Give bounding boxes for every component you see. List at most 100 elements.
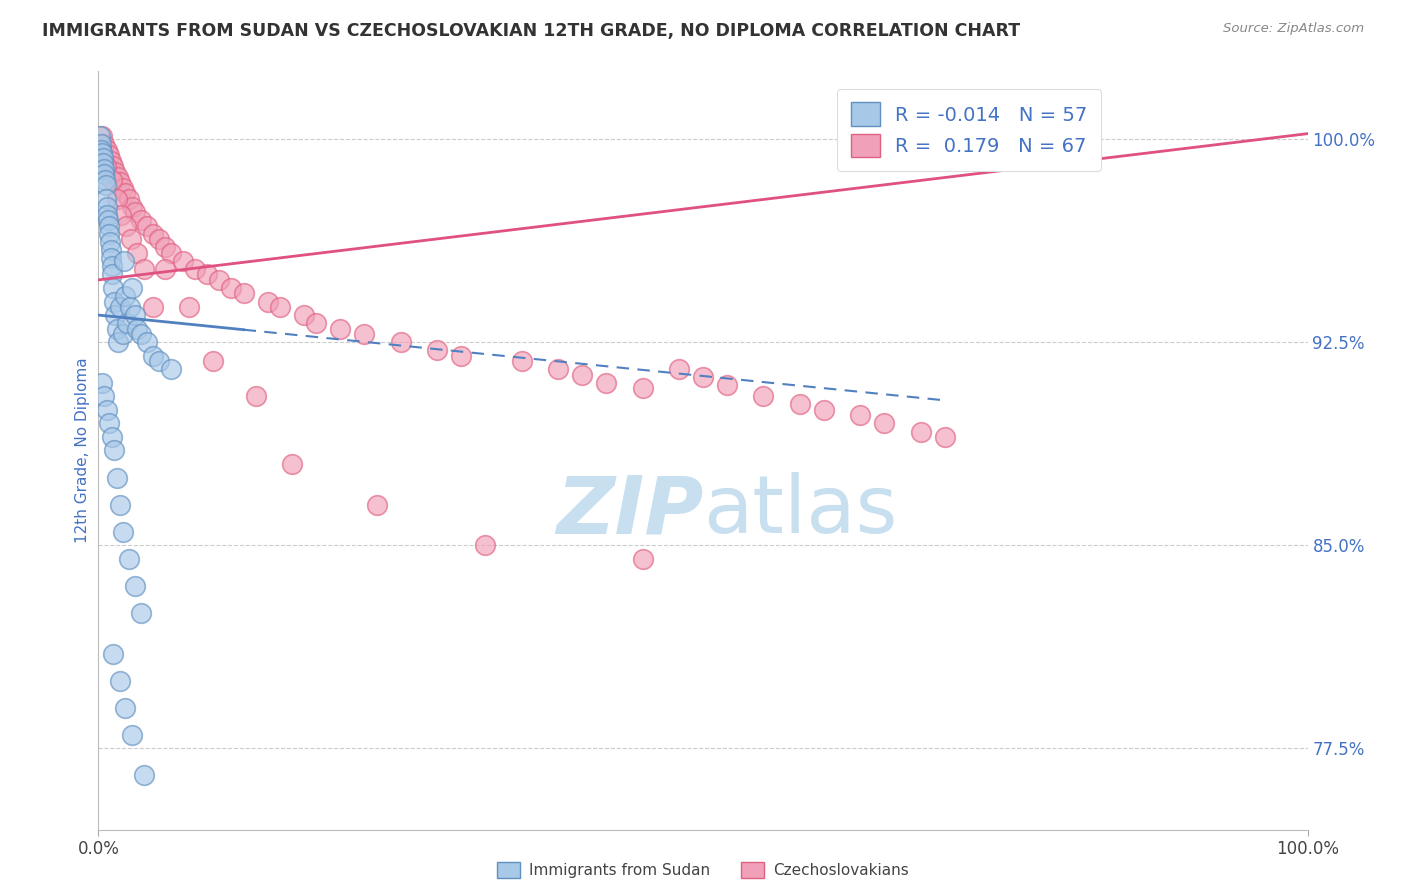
Point [91,376,114,390]
Point [135,335,157,350]
Point [129,326,152,341]
Point [426,343,449,358]
Point [91,129,114,144]
Point [94,172,117,186]
Point [104,308,127,322]
Point [93,137,115,152]
Point [90,143,112,157]
Point [631,381,654,395]
Point [91,156,114,170]
Point [111,326,134,341]
Text: atlas: atlas [703,472,897,550]
Point [115,219,138,233]
Point [873,417,896,431]
Point [111,524,134,539]
Text: Source: ZipAtlas.com: Source: ZipAtlas.com [1223,22,1364,36]
Point [114,700,136,714]
Point [100,251,122,265]
Point [101,159,124,173]
Point [91,145,114,160]
Point [910,425,932,439]
Point [305,316,328,330]
Point [107,335,129,350]
Point [547,362,569,376]
Point [121,281,143,295]
Point [96,200,118,214]
Point [100,243,122,257]
Point [101,281,124,295]
Point [118,551,141,566]
Point [631,551,654,566]
Point [172,254,194,268]
Point [100,430,122,444]
Point [118,300,141,314]
Point [752,389,775,403]
Point [108,300,131,314]
Point [104,164,127,178]
Point [256,294,278,309]
Point [366,498,388,512]
Point [93,167,115,181]
Point [100,260,122,274]
Point [208,273,231,287]
Point [716,378,738,392]
Point [97,219,120,233]
Point [148,232,170,246]
Point [91,151,114,165]
Point [101,647,124,661]
Point [281,457,304,471]
Point [103,443,125,458]
Point [849,409,872,423]
Point [232,286,254,301]
Point [105,321,128,335]
Text: ZIP: ZIP [555,472,703,550]
Point [142,300,165,314]
Point [179,300,201,314]
Point [269,300,291,314]
Point [160,245,183,260]
Point [195,268,218,282]
Point [153,240,176,254]
Point [789,397,811,411]
Point [134,768,156,782]
Point [105,470,128,484]
Point [100,153,122,168]
Point [111,181,134,195]
Point [96,192,118,206]
Point [93,161,115,176]
Point [112,254,135,268]
Point [94,178,117,192]
Point [107,169,129,184]
Point [142,349,165,363]
Point [571,368,593,382]
Point [108,498,131,512]
Point [135,219,157,233]
Point [94,159,117,173]
Point [121,200,143,214]
Point [127,321,149,335]
Point [202,354,225,368]
Point [184,262,207,277]
Point [89,129,111,144]
Point [100,268,122,282]
Point [118,192,141,206]
Point [510,354,533,368]
Point [96,208,118,222]
Point [114,289,136,303]
Point [353,326,375,341]
Point [103,294,125,309]
Point [934,430,956,444]
Point [96,143,118,157]
Point [129,606,152,620]
Legend: R = -0.014   N = 57, R =  0.179   N = 67: R = -0.014 N = 57, R = 0.179 N = 67 [837,88,1101,171]
Text: IMMIGRANTS FROM SUDAN VS CZECHOSLOVAKIAN 12TH GRADE, NO DIPLOMA CORRELATION CHAR: IMMIGRANTS FROM SUDAN VS CZECHOSLOVAKIAN… [42,22,1021,40]
Point [114,186,136,201]
Point [474,538,496,552]
Point [389,335,412,350]
Point [105,192,128,206]
Point [98,417,121,431]
Point [98,227,121,241]
Point [595,376,617,390]
Y-axis label: 12th Grade, No Diploma: 12th Grade, No Diploma [75,358,90,543]
Point [813,402,835,417]
